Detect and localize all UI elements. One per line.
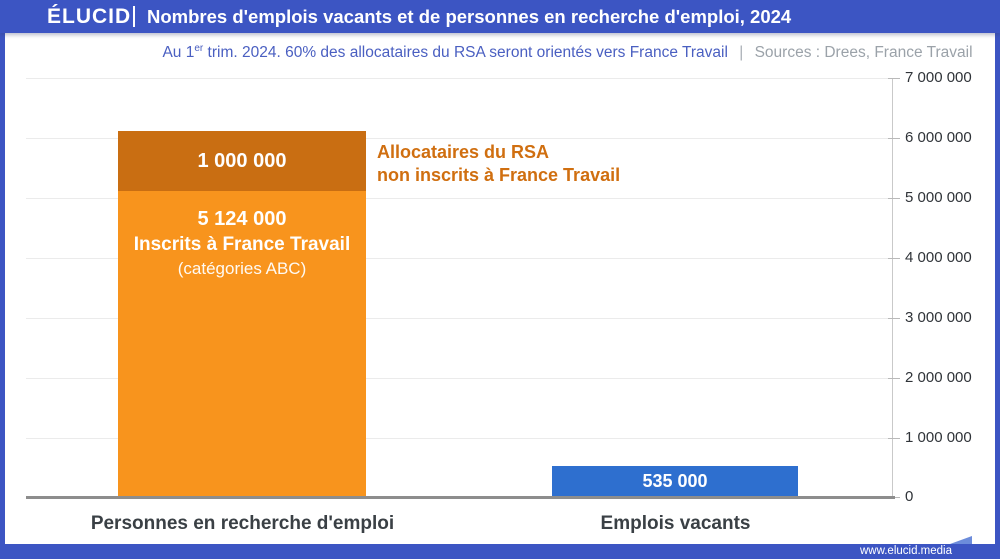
gridline-3m: [26, 318, 892, 319]
y-axis-tick: [888, 318, 900, 319]
bar-value-label: 535 000: [642, 471, 708, 491]
annotation-line1: Allocataires du RSA: [377, 142, 550, 162]
annotation-line2: non inscrits à France Travail: [377, 165, 621, 185]
y-axis-line: [892, 78, 893, 499]
bar-segment-rsa-non-inscrits: 1 000 000: [118, 131, 366, 191]
y-axis-tick: [888, 258, 900, 259]
subtitle-superscript: er: [194, 43, 204, 54]
header-divider: [133, 6, 135, 27]
gridline-4m: [26, 258, 892, 259]
bar-segment-subname: (catégories ABC): [177, 259, 307, 278]
y-axis-tick: [888, 78, 900, 79]
x-axis-baseline: [26, 496, 895, 499]
y-axis-tick: [888, 378, 900, 379]
bar-emplois-vacants: 535 000: [552, 466, 798, 497]
gridline-1m: [26, 438, 892, 439]
y-axis-label: 1 000 000: [905, 429, 972, 446]
y-axis-tick: [888, 438, 900, 439]
frame-right-edge: [995, 0, 1000, 559]
gridline-6m: [26, 138, 892, 139]
annotation-rsa: Allocataires du RSA non inscrits à Franc…: [377, 141, 620, 187]
footer-url: www.elucid.media: [859, 545, 952, 557]
x-axis-label-personnes: Personnes en recherche d'emploi: [90, 513, 395, 534]
y-axis-label: 0: [905, 488, 914, 505]
y-axis-label: 3 000 000: [905, 309, 972, 326]
y-axis-label: 6 000 000: [905, 129, 972, 146]
header-bar: ÉLUCID Nombres d'emplois vacants et de p…: [0, 0, 1000, 33]
y-axis-tick: [888, 198, 900, 199]
gridline-5m: [26, 198, 892, 199]
subtitle-bar: Au 1er trim. 2024. 60% des allocataires …: [5, 33, 995, 65]
subtitle-note: Au 1er trim. 2024. 60% des allocataires …: [162, 43, 728, 62]
y-axis-label: 4 000 000: [905, 249, 972, 266]
brand-logo: ÉLUCID: [47, 5, 132, 28]
bar-segment-inscrits-france-travail: 5 124 000 Inscrits à France Travail (cat…: [118, 191, 366, 497]
y-axis-label: 7 000 000: [905, 69, 972, 86]
bar-value-label: 1 000 000: [197, 150, 287, 172]
y-axis-label: 5 000 000: [905, 189, 972, 206]
y-axis-label: 2 000 000: [905, 369, 972, 386]
subtitle-separator: |: [739, 44, 744, 62]
chart-title: Nombres d'emplois vacants et de personne…: [147, 6, 792, 27]
footer-bar: www.elucid.media: [0, 544, 1000, 559]
x-axis-label-emplois-vacants: Emplois vacants: [600, 513, 751, 534]
frame-left-edge: [0, 0, 5, 559]
gridline-7m: [26, 78, 892, 79]
bar-value-label: 5 124 000: [197, 208, 287, 230]
elucid-arrow-icon: [950, 528, 990, 544]
subtitle-sources: Sources : Drees, France Travail: [754, 44, 973, 62]
y-axis-tick: [888, 138, 900, 139]
gridline-2m: [26, 378, 892, 379]
bar-segment-name: Inscrits à France Travail: [133, 234, 351, 255]
